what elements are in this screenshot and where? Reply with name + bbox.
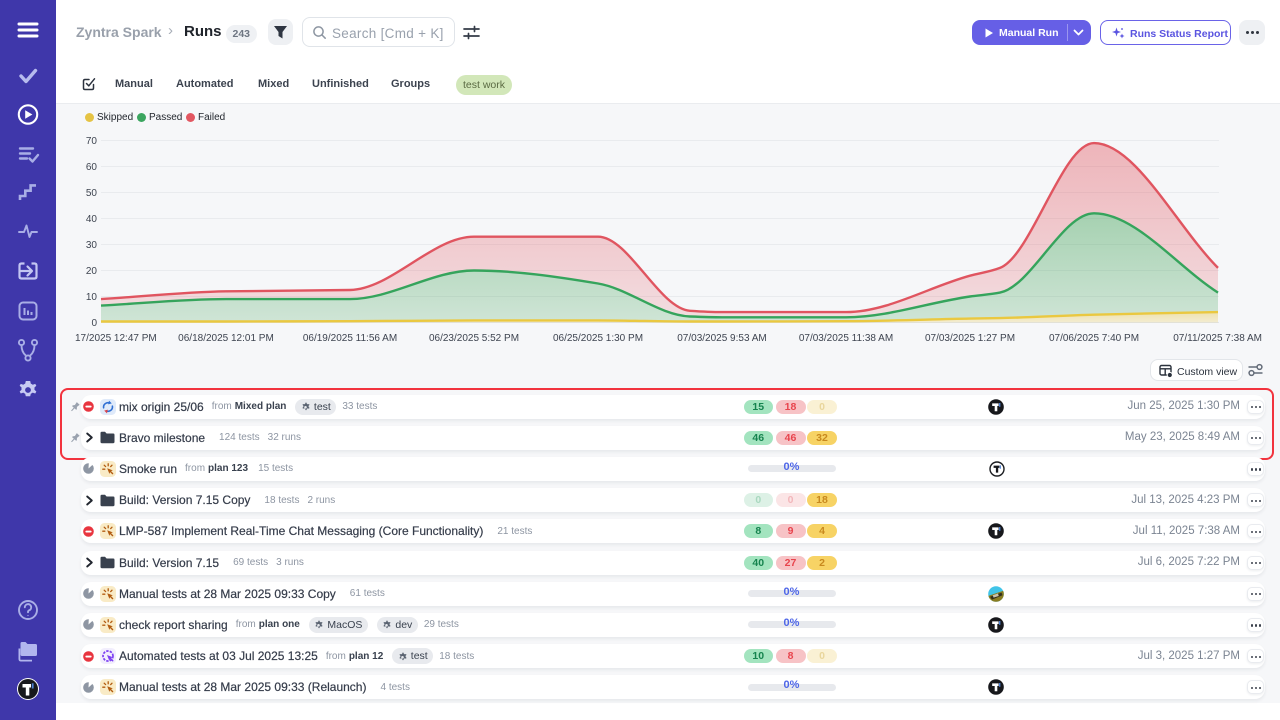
svg-text:06/19/2025 11:56 AM: 06/19/2025 11:56 AM: [303, 333, 397, 344]
svg-text:06/25/2025 1:30 PM: 06/25/2025 1:30 PM: [553, 333, 643, 344]
svg-text:0: 0: [91, 318, 97, 329]
svg-text:60: 60: [86, 162, 98, 173]
svg-text:07/06/2025 7:40 PM: 07/06/2025 7:40 PM: [1049, 333, 1139, 344]
svg-text:07/03/2025 9:53 AM: 07/03/2025 9:53 AM: [677, 333, 767, 344]
svg-text:07/11/2025 7:38 AM: 07/11/2025 7:38 AM: [1173, 333, 1262, 344]
svg-text:06/18/2025 12:01 PM: 06/18/2025 12:01 PM: [178, 333, 274, 344]
svg-text:06/23/2025 5:52 PM: 06/23/2025 5:52 PM: [429, 333, 519, 344]
svg-text:20: 20: [86, 266, 98, 277]
svg-text:70: 70: [86, 136, 98, 147]
svg-text:10: 10: [86, 292, 98, 303]
svg-text:40: 40: [86, 214, 98, 225]
svg-text:30: 30: [86, 240, 98, 251]
svg-text:07/03/2025 11:38 AM: 07/03/2025 11:38 AM: [799, 333, 893, 344]
svg-text:17/2025 12:47 PM: 17/2025 12:47 PM: [75, 333, 157, 344]
svg-text:07/03/2025 1:27 PM: 07/03/2025 1:27 PM: [925, 333, 1015, 344]
svg-text:50: 50: [86, 188, 98, 199]
